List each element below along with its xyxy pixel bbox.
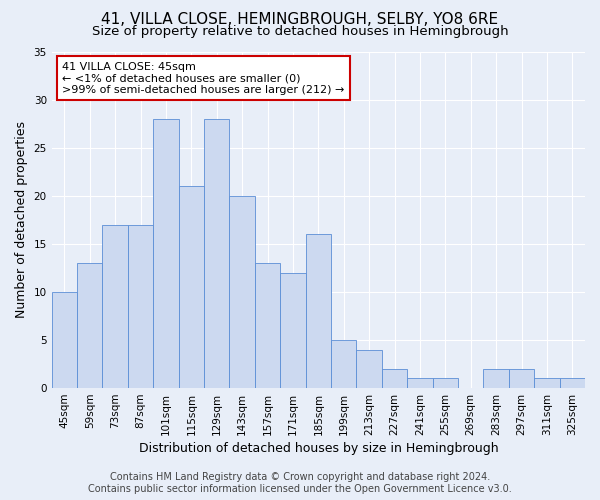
Bar (52, 292, 77, 388)
Bar (356, 350, 382, 388)
Bar (509, 369, 534, 388)
Bar (179, 186, 204, 388)
X-axis label: Distribution of detached houses by size in Hemingbrough: Distribution of detached houses by size … (139, 442, 498, 455)
Bar (103, 224, 128, 388)
Bar (204, 119, 229, 388)
Bar (280, 272, 305, 388)
Text: 41, VILLA CLOSE, HEMINGBROUGH, SELBY, YO8 6RE: 41, VILLA CLOSE, HEMINGBROUGH, SELBY, YO… (101, 12, 499, 28)
Bar (484, 369, 509, 388)
Bar (305, 234, 331, 388)
Bar (560, 378, 585, 388)
Text: Size of property relative to detached houses in Hemingbrough: Size of property relative to detached ho… (92, 24, 508, 38)
Text: Contains HM Land Registry data © Crown copyright and database right 2024.
Contai: Contains HM Land Registry data © Crown c… (88, 472, 512, 494)
Text: 41 VILLA CLOSE: 45sqm
← <1% of detached houses are smaller (0)
>99% of semi-deta: 41 VILLA CLOSE: 45sqm ← <1% of detached … (62, 62, 345, 95)
Bar (128, 224, 153, 388)
Bar (382, 369, 407, 388)
Bar (534, 378, 560, 388)
Bar (433, 378, 458, 388)
Bar (77, 263, 103, 388)
Bar (229, 196, 255, 388)
Bar (407, 378, 433, 388)
Bar (153, 119, 179, 388)
Y-axis label: Number of detached properties: Number of detached properties (15, 122, 28, 318)
Bar (331, 340, 356, 388)
Bar (255, 263, 280, 388)
